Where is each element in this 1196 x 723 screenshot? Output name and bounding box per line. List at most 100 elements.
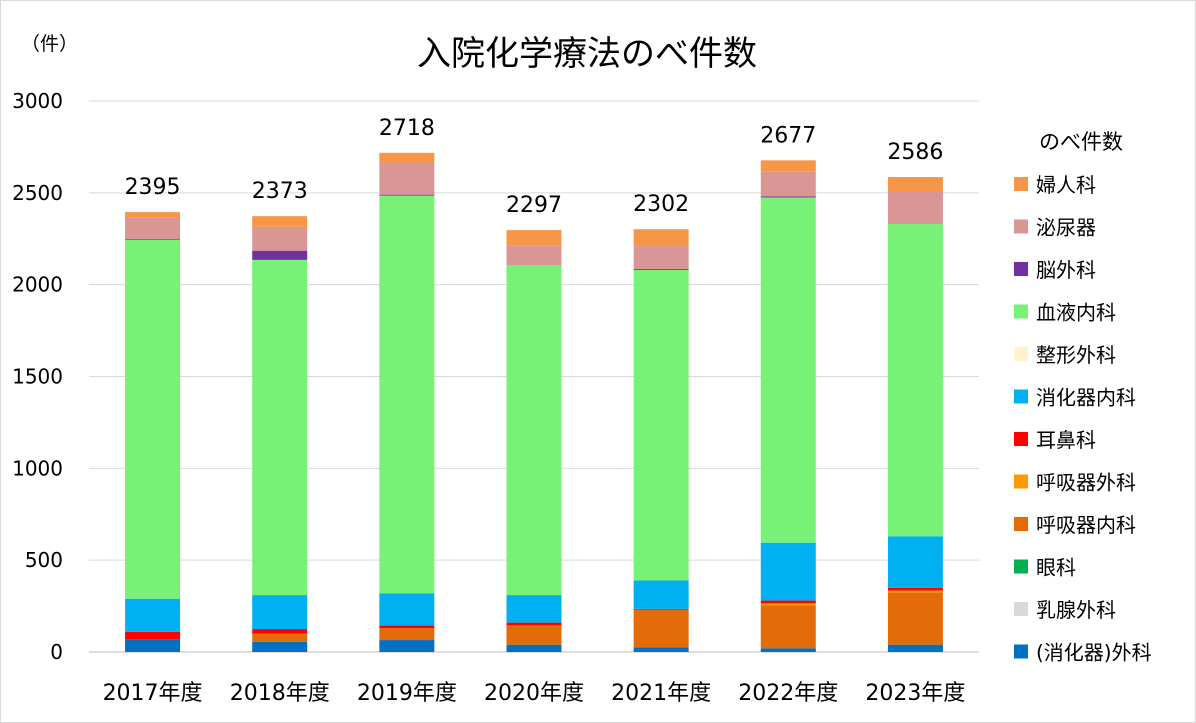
bar-segment xyxy=(633,269,689,581)
bar-segment xyxy=(252,633,308,642)
bar-segment xyxy=(506,595,562,623)
x-tick-label: 2021年度 xyxy=(611,681,711,706)
x-tick-label: 2018年度 xyxy=(230,681,330,706)
bar-segment xyxy=(760,160,816,172)
bar-segment xyxy=(506,625,562,645)
total-label: 2373 xyxy=(252,179,308,204)
bar-segment xyxy=(506,265,562,596)
chart-title: 入院化学療法のべ件数 xyxy=(417,34,757,74)
y-tick-label: 0 xyxy=(50,640,63,664)
y-tick-label: 1500 xyxy=(12,365,63,389)
bar-segment xyxy=(252,250,308,260)
bar-segment xyxy=(379,625,435,629)
total-labels: 2395 2373 2718 2297 2302 2677 2586 xyxy=(125,116,944,218)
y-tick-label: 2500 xyxy=(12,181,63,205)
bar-segment xyxy=(506,230,562,246)
bar-segment xyxy=(252,595,308,630)
bar-segment xyxy=(633,609,689,648)
legend-swatch xyxy=(1014,432,1028,446)
bar-segment xyxy=(887,190,943,225)
legend-item-label: (消化器)外科 xyxy=(1036,641,1152,665)
x-tick-label: 2023年度 xyxy=(865,681,965,706)
bars xyxy=(125,152,943,652)
legend-swatch xyxy=(1014,177,1028,191)
bar-segment xyxy=(760,605,816,649)
legend-swatch xyxy=(1014,219,1028,234)
legend-swatch xyxy=(1014,347,1028,361)
bar-segment xyxy=(379,162,435,195)
bar-segment xyxy=(633,246,689,270)
y-tick-label: 1000 xyxy=(12,456,63,480)
legend-swatch xyxy=(1014,559,1028,574)
bar-segment xyxy=(760,171,816,197)
bar-segment xyxy=(760,648,816,652)
bar-segment xyxy=(125,238,181,240)
bar-segment xyxy=(760,197,816,543)
x-tick-labels: 2017年度 2018年度 2019年度 2020年度 2021年度 2022年度 2023… xyxy=(103,681,966,706)
bar-segment xyxy=(379,628,435,641)
legend-item-label: 脳外科 xyxy=(1036,258,1096,282)
total-label: 2302 xyxy=(633,192,689,217)
legend-title: のべ件数 xyxy=(1039,130,1123,154)
legend-item-label: 耳鼻科 xyxy=(1036,428,1096,452)
legend-item-label: 消化器内科 xyxy=(1036,386,1136,410)
legend-item-label: 呼吸器内科 xyxy=(1036,513,1136,537)
bar-segment xyxy=(125,631,181,640)
bar-segment xyxy=(760,600,816,604)
bar-segment xyxy=(252,629,308,634)
bar-segment xyxy=(760,196,816,198)
legend-item-label: 呼吸器外科 xyxy=(1036,471,1136,495)
x-tick-label: 2020年度 xyxy=(484,681,584,706)
y-tick-label: 500 xyxy=(25,548,63,572)
total-label: 2395 xyxy=(125,175,181,200)
bar-segment xyxy=(125,239,181,599)
bar-segment xyxy=(633,269,689,270)
bar-segment xyxy=(379,152,435,163)
y-tick-label: 2000 xyxy=(12,273,63,297)
legend-swatch xyxy=(1014,602,1028,616)
bar-segment xyxy=(506,622,562,626)
legend-item-label: 婦人科 xyxy=(1036,173,1096,197)
y-tick-labels: 0 500 1000 1500 2000 2500 3000 xyxy=(12,89,63,664)
bar-segment xyxy=(633,580,689,609)
bar-segment xyxy=(252,641,308,652)
bar-segment xyxy=(760,603,816,606)
x-tick-label: 2022年度 xyxy=(738,681,838,706)
bar-segment xyxy=(887,644,943,652)
bar-segment xyxy=(379,593,435,626)
legend-swatch xyxy=(1014,517,1028,531)
bar-segment xyxy=(125,212,181,218)
bar-segment xyxy=(506,245,562,266)
total-label: 2718 xyxy=(379,116,435,141)
bar-segment xyxy=(125,598,181,632)
bar-segment xyxy=(633,608,689,610)
x-tick-label: 2017年度 xyxy=(103,681,203,706)
y-unit-label: （件） xyxy=(21,33,78,55)
bar-segment xyxy=(887,587,943,591)
bar-segment xyxy=(887,224,943,537)
bar-segment xyxy=(633,647,689,652)
total-label: 2297 xyxy=(506,193,562,218)
x-tick-label: 2019年度 xyxy=(357,681,457,706)
total-label: 2586 xyxy=(887,140,943,165)
bar-segment xyxy=(252,226,308,251)
bar-segment xyxy=(125,639,181,652)
legend: のべ件数 婦人科泌尿器脳外科血液内科整形外科消化器内科耳鼻科呼吸器外科呼吸器内科… xyxy=(1014,130,1152,665)
legend-item-label: 整形外科 xyxy=(1036,343,1116,367)
bar-segment xyxy=(252,259,308,596)
bar-segment xyxy=(379,195,435,594)
y-tick-label: 3000 xyxy=(12,89,63,113)
legend-swatch xyxy=(1014,262,1028,276)
legend-swatch xyxy=(1014,389,1028,404)
bar-segment xyxy=(379,640,435,652)
bar-segment xyxy=(125,217,181,239)
legend-swatch xyxy=(1014,304,1028,319)
legend-item-label: 乳腺外科 xyxy=(1036,598,1116,622)
bar-segment xyxy=(760,542,816,601)
bar-segment xyxy=(633,229,689,247)
legend-swatch xyxy=(1014,474,1028,489)
legend-item-label: 血液内科 xyxy=(1036,301,1116,325)
bar-segment xyxy=(887,177,943,191)
